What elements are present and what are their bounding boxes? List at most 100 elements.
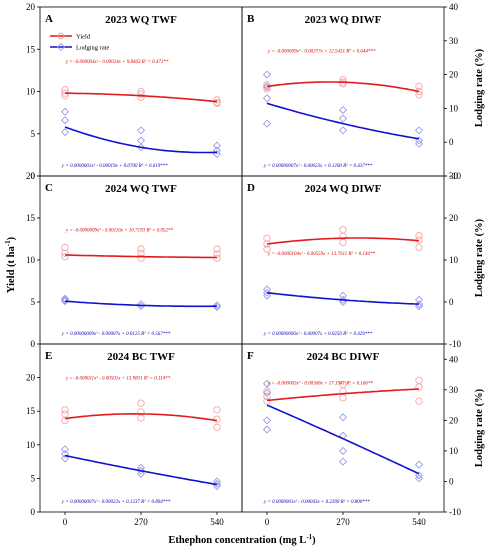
panel-d-yield-point — [339, 238, 347, 247]
panel-e-yield-fit-line — [64, 412, 218, 422]
panel-d-title: 2024 WQ DIWF — [305, 183, 382, 195]
panel-c-yield-point — [137, 254, 145, 262]
y-axis-label-right-bottom: Lodging rate (%) — [474, 388, 485, 467]
panel-b-lodging-point — [338, 114, 348, 123]
panel-f-yield-point — [263, 397, 271, 405]
panel-e-lodging-point — [60, 445, 70, 454]
panel-b-lodging-point — [414, 136, 424, 145]
legend-lodging-marker — [56, 42, 66, 52]
panel-c-lodging-point — [60, 295, 70, 304]
panel-c-lodging-equation: y = 0.00000009x² - 0.00007x + 0.0125 R² … — [61, 331, 171, 337]
panel-e-lodging-point — [136, 469, 146, 478]
legend-yield-marker — [57, 32, 65, 40]
panel-e-yield-point — [61, 406, 69, 414]
panel-f-yield-point — [339, 394, 347, 402]
panel-b-lodging-fit-line — [266, 102, 420, 140]
panel-e-letter: E — [45, 350, 52, 362]
panel-f: -10 0 10 20 30 40 0 270 540 F 2024 BC DIWF y = -0.0… — [241, 343, 461, 527]
panel-f-lodging-point — [262, 379, 272, 388]
panel-c: 0 5 10 15 20 C 2024 WQ TWF y = -0.0000009x² - 0… — [26, 171, 243, 349]
panel-c-yield-point — [137, 245, 145, 253]
panel-a-lodging-point — [136, 136, 146, 145]
panel-a-yield-tick-label: 20 — [26, 2, 36, 12]
panel-e-yield-point — [137, 414, 145, 422]
y-axis-label-left-tail: ) — [6, 236, 17, 240]
panel-e-yield-equation: y = -0.000011x² - 0.00501x + 13.9831 R² … — [65, 375, 171, 381]
panel-c-lodging-point — [212, 301, 222, 310]
panel-d-lodging-point — [338, 295, 348, 304]
panel-d-lodging-equation: y = 0.00000006x² - 0.00007x + 0.0250 R² … — [263, 331, 373, 337]
panel-f-lodging-point — [414, 460, 424, 469]
panel-f-yield-fit-line — [266, 388, 420, 402]
panel-b-yield-fit-line — [266, 81, 420, 93]
panel-f-lodging-tick-label: -10 — [449, 507, 461, 517]
panel-a-lodging-point — [60, 107, 70, 116]
panel-c-lodging-point — [136, 300, 146, 309]
panel-e-yield-tick-label: 20 — [26, 373, 36, 383]
y-axis-label-left-text: Yield (t ha — [6, 245, 17, 293]
panel-f-yield-equation: y = -0.000003x² - 0.00368x + 17.1941 R² … — [267, 380, 373, 386]
panel-f-lodging-point — [338, 446, 348, 455]
panel-e-lodging-point — [60, 454, 70, 463]
panel-d-lodging-point — [414, 302, 424, 311]
panel-c-frame — [39, 175, 243, 345]
panel-a-lodging-point — [60, 116, 70, 125]
panel-f-lodging-point — [262, 416, 272, 425]
panel-f-x-tick-label: 540 — [412, 517, 426, 527]
panel-d-yield-point — [415, 243, 423, 252]
panel-e-lodging-point — [60, 449, 70, 459]
panel-b-lodging-point — [338, 106, 348, 115]
panel-a-yield-point — [137, 87, 145, 96]
panel-e-x-tick-label: 0 — [63, 517, 68, 527]
panel-b-letter: B — [247, 13, 255, 25]
panel-a: 0 5 10 15 20 A 2023 WQ TWF y = -0.000004x² - 0.… — [26, 2, 243, 181]
panel-c-yield-tick-label: 5 — [31, 297, 36, 307]
panel-d-lodging-point — [262, 288, 272, 297]
panel-e-yield-tick-label: 0 — [31, 507, 36, 517]
panel-d-yield-equation: y = -0.0000104x² - 0.00559x + 13.7611 R²… — [267, 251, 376, 257]
panel-f-lodging-tick-label: 20 — [449, 415, 459, 425]
panel-c-yield-tick-label: 0 — [31, 339, 36, 349]
panel-d-yield-fit-line — [266, 237, 420, 245]
panel-d-lodging-tick-label: 20 — [449, 213, 459, 223]
panel-f-lodging-tick-label: 40 — [449, 354, 459, 364]
panel-a-lodging-point — [60, 128, 70, 137]
panel-d-yield-point — [415, 231, 423, 240]
panel-e-yield-point — [213, 406, 221, 414]
panel-c-lodging-point — [60, 297, 70, 306]
panel-e: 0 5 10 15 20 0 270 540 E 2024 BC TWF y = -0.000011… — [26, 343, 243, 527]
panel-c-letter: C — [45, 182, 53, 194]
panel-d-yield-point — [263, 245, 271, 253]
panel-e-yield-tick-label: 10 — [26, 440, 36, 450]
panel-b-lodging-tick-label: -10 — [449, 171, 461, 181]
panel-d-yield-point — [263, 234, 271, 242]
x-axis-label-sup: -1 — [306, 533, 312, 541]
panel-f-lodging-point — [262, 388, 272, 397]
panel-a-yield-tick-label: 5 — [31, 129, 36, 139]
panel-f-yield-point — [415, 397, 423, 405]
panel-b-yield-equation: y = -0.000009x² - 0.00377x + 12.5431 R² … — [267, 49, 376, 55]
panel-e-lodging-fit-line — [64, 454, 218, 486]
panel-f-yield-point — [415, 383, 423, 391]
panel-f-yield-point — [415, 376, 423, 384]
panel-a-yield-point — [213, 99, 221, 107]
panel-f-x-tick-label: 0 — [265, 517, 270, 527]
panel-f-lodging-point — [262, 425, 272, 434]
panel-b-lodging-point — [414, 126, 424, 135]
panel-a-yield-tick-label: 10 — [26, 87, 36, 97]
panel-e-yield-point — [61, 416, 69, 425]
panel-c-yield-point — [213, 254, 221, 262]
panel-a-lodging-point — [136, 126, 146, 135]
panel-c-lodging-point — [60, 294, 70, 303]
panel-c-yield-tick-label: 10 — [26, 255, 36, 265]
panel-e-x-tick-label: 540 — [210, 517, 224, 527]
panel-b-lodging-point — [414, 139, 424, 148]
panel-d-lodging-point — [414, 300, 424, 309]
panel-a-yield-point — [137, 90, 145, 98]
panel-f-lodging-point — [338, 457, 348, 466]
panel-b-title: 2023 WQ DIWF — [305, 14, 382, 26]
panel-d-lodging-tick-label: 30 — [449, 171, 459, 181]
panel-f-x-tick-label: 270 — [336, 517, 350, 527]
panel-b-yield-point — [263, 81, 271, 89]
